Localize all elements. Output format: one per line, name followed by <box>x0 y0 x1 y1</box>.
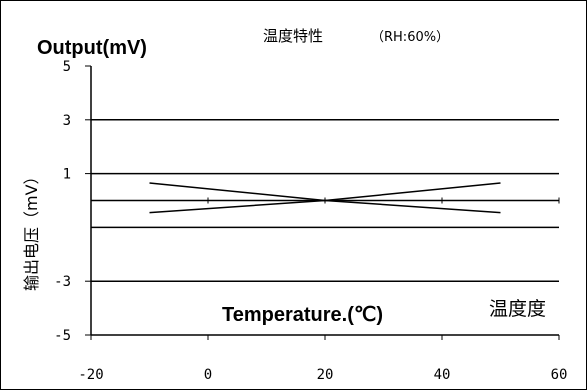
tick-labels: -20 0 20 40 60 5 3 1 -3 -5 <box>54 59 567 383</box>
series-lines <box>149 182 501 214</box>
x-tick-label: 60 <box>551 367 568 383</box>
y-tick-label: 1 <box>63 167 71 183</box>
x-tick-label: -20 <box>78 367 103 383</box>
x-axis-label-cn: 温度度 <box>489 298 546 320</box>
y-tick-label: -5 <box>54 328 71 344</box>
x-axis-label: Temperature.(℃) <box>222 304 383 326</box>
chart-title: 温度特性 <box>263 27 323 45</box>
x-tick-label: 20 <box>317 367 334 383</box>
chart-subtitle: （RH:60%） <box>371 30 449 45</box>
x-tick-label: 0 <box>204 367 212 383</box>
y-tick-label: 5 <box>63 59 71 75</box>
y-axis-label: 输出电压（mV） <box>22 168 41 291</box>
x-tick-label: 40 <box>434 367 451 383</box>
series-line-2 <box>149 182 501 214</box>
y-axis-unit-label: Output(mV) <box>37 37 147 59</box>
grid-lines <box>85 65 560 340</box>
y-tick-label: -3 <box>54 274 71 290</box>
y-tick-label: 3 <box>63 113 71 129</box>
